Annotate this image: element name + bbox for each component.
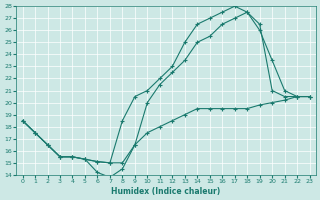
X-axis label: Humidex (Indice chaleur): Humidex (Indice chaleur) [111,187,221,196]
